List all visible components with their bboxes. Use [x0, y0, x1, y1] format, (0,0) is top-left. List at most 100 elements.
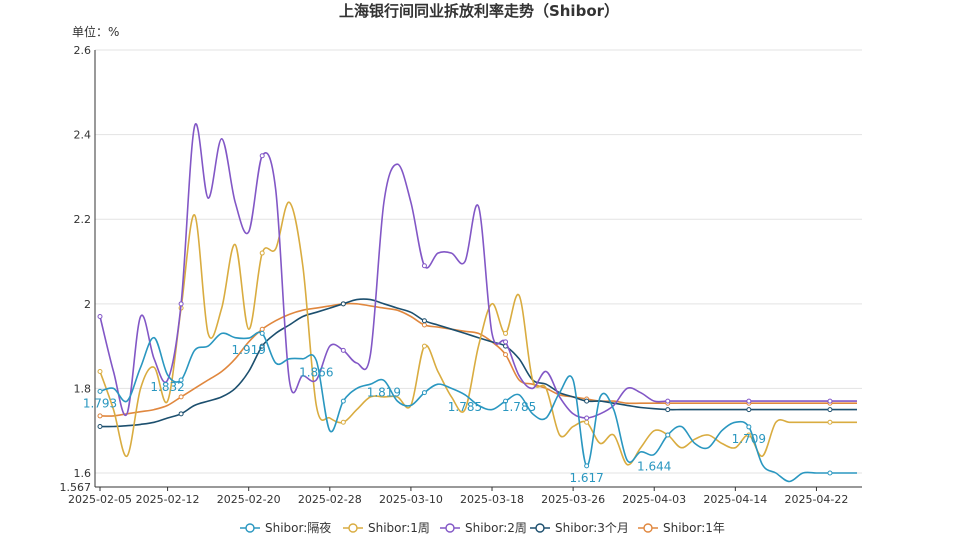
series-point	[178, 377, 184, 383]
series-1	[97, 201, 857, 466]
x-tick-label: 2025-03-18	[460, 493, 524, 506]
series-line	[99, 298, 857, 428]
legend-marker	[535, 523, 545, 533]
legend-item[interactable]: Shibor:2周	[440, 521, 527, 535]
legend-item[interactable]: Shibor:隔夜	[240, 520, 331, 535]
series-point	[97, 413, 103, 419]
x-tick-label: 2025-02-12	[136, 493, 200, 506]
series-point	[746, 432, 752, 438]
y-tick-label: 2.2	[74, 213, 92, 226]
series-point	[340, 347, 346, 353]
series-point	[827, 470, 833, 476]
data-label: 1.785	[448, 400, 482, 414]
series-point	[421, 263, 427, 269]
x-tick-label: 2025-04-22	[784, 493, 848, 506]
data-label: 1.644	[637, 459, 671, 473]
legend-label: Shibor:隔夜	[265, 520, 331, 535]
series-point	[421, 390, 427, 396]
series-point	[584, 419, 590, 425]
legend-item[interactable]: Shibor:1周	[343, 521, 430, 535]
series-point	[421, 322, 427, 328]
y-tick-label: 2.6	[74, 44, 92, 57]
series-point	[97, 388, 103, 394]
legend-label: Shibor:2周	[465, 521, 527, 535]
series-point	[259, 326, 265, 332]
legend-label: Shibor:3个月	[555, 521, 629, 535]
series-point	[97, 369, 103, 375]
series-point	[259, 343, 265, 349]
y-tick-label: 1.8	[74, 382, 92, 395]
legend-label: Shibor:1年	[663, 521, 725, 535]
y-tick-label: 2	[84, 298, 91, 311]
series-point	[259, 330, 265, 336]
data-label: 1.819	[367, 385, 401, 399]
series-point	[421, 318, 427, 324]
x-tick-label: 2025-04-03	[622, 493, 686, 506]
data-label: 1.617	[569, 471, 603, 485]
series-lines	[97, 122, 857, 483]
series-point	[584, 398, 590, 404]
series-point	[503, 339, 509, 345]
series-point	[827, 398, 833, 404]
series-line	[99, 331, 857, 483]
series-line	[99, 302, 857, 417]
series-point	[421, 343, 427, 349]
series-3	[97, 298, 857, 430]
y-tick-label: 2.4	[74, 129, 92, 142]
x-tick-label: 2025-02-05	[68, 493, 132, 506]
legend-marker	[245, 523, 255, 533]
series-point	[746, 424, 752, 430]
legend-item[interactable]: Shibor:1年	[638, 521, 725, 535]
legend-label: Shibor:1周	[368, 521, 430, 535]
legend[interactable]: Shibor:隔夜 Shibor:1周 Shibor:2周 Shibor:3个月 Shi…	[240, 520, 725, 535]
series-point	[827, 407, 833, 413]
legend-item[interactable]: Shibor:3个月	[530, 521, 629, 535]
series-point	[259, 153, 265, 159]
x-tick-label: 2025-02-28	[298, 493, 362, 506]
legend-marker	[643, 523, 653, 533]
series-point	[584, 463, 590, 469]
series-point	[827, 419, 833, 425]
series-point	[665, 407, 671, 413]
series-point	[178, 301, 184, 307]
y-tick-label: 1.567	[60, 481, 92, 494]
x-tick-label: 2025-03-10	[379, 493, 443, 506]
data-label: 1.919	[232, 343, 266, 357]
series-line	[99, 201, 857, 466]
series-point	[665, 432, 671, 438]
series-0	[97, 330, 857, 483]
legend-marker	[348, 523, 358, 533]
series-point	[584, 415, 590, 421]
y-tick-label: 1.6	[74, 467, 92, 480]
series-point	[340, 398, 346, 404]
x-tick-label: 2025-04-14	[703, 493, 767, 506]
x-tick-label: 2025-02-20	[217, 493, 281, 506]
series-point	[178, 394, 184, 400]
series-line	[99, 122, 857, 419]
data-label: 1.785	[502, 400, 536, 414]
data-label: 1.793	[83, 396, 117, 410]
data-label: 1.866	[299, 366, 333, 380]
data-label: 1.709	[732, 432, 766, 446]
series-point	[665, 398, 671, 404]
series-point	[178, 411, 184, 417]
series-point	[97, 314, 103, 320]
series-2	[97, 122, 857, 421]
series-point	[503, 330, 509, 336]
series-point	[97, 424, 103, 430]
series-point	[746, 398, 752, 404]
series-point	[259, 250, 265, 256]
series-point	[340, 419, 346, 425]
data-labels: 1.793 1.832 1.919 1.866 1.819 1.785 1.785 1.617…	[83, 343, 766, 485]
unit-label: 单位：%	[72, 24, 119, 39]
chart-title: 上海银行间同业拆放利率走势（Shibor）	[339, 2, 619, 20]
series-point	[746, 407, 752, 413]
data-label: 1.832	[150, 380, 184, 394]
series-point	[503, 352, 509, 358]
x-tick-label: 2025-03-26	[541, 493, 605, 506]
series-point	[503, 398, 509, 404]
legend-marker	[445, 523, 455, 533]
series-point	[340, 301, 346, 307]
